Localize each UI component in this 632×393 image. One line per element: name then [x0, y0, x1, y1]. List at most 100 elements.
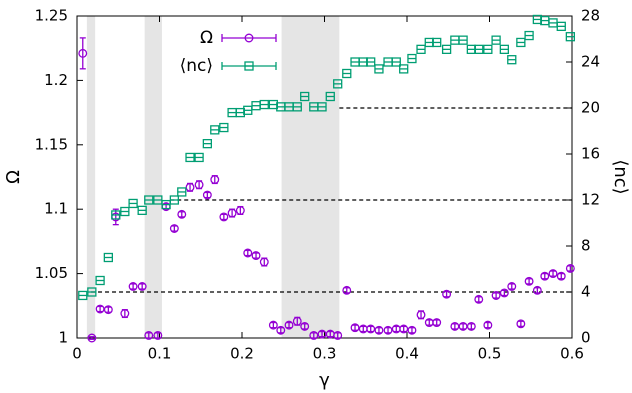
- marker: [95, 304, 105, 314]
- point: [210, 175, 220, 185]
- point: [194, 152, 204, 163]
- error-bar: [426, 319, 433, 326]
- x-tick-label: 0: [72, 345, 82, 363]
- y2-tick-label: 16: [581, 145, 600, 163]
- point: [153, 330, 163, 340]
- point: [366, 57, 376, 67]
- point: [128, 198, 138, 209]
- error-bar: [277, 327, 284, 334]
- error-bar: [484, 321, 491, 329]
- marker: [309, 330, 319, 340]
- point: [103, 252, 113, 263]
- point: [491, 291, 501, 300]
- point: [532, 285, 542, 295]
- error-bar: [567, 265, 574, 272]
- error-bar: [171, 225, 178, 232]
- point: [111, 210, 121, 220]
- point: [300, 321, 310, 331]
- marker: [416, 310, 426, 320]
- error-bar: [443, 290, 450, 298]
- point: [300, 91, 310, 102]
- marker: [532, 285, 542, 295]
- point: [227, 208, 237, 218]
- error-bar: [460, 323, 467, 330]
- y2-tick-label: 0: [581, 329, 591, 347]
- marker: [516, 319, 526, 329]
- point: [383, 57, 393, 67]
- error-bar: [130, 283, 137, 290]
- point: [95, 275, 105, 286]
- point: [87, 287, 97, 297]
- point: [284, 320, 294, 330]
- y-tick-label: 1.1: [44, 200, 68, 218]
- error-bar: [550, 270, 557, 277]
- point: [432, 37, 442, 48]
- error-bar: [375, 327, 382, 334]
- error-bar: [79, 37, 86, 70]
- point: [416, 44, 426, 54]
- marker: [177, 209, 187, 219]
- point: [219, 212, 229, 222]
- marker: [276, 325, 286, 335]
- point: [227, 107, 237, 118]
- point: [276, 325, 286, 335]
- error-bar: [139, 283, 146, 290]
- error-bar: [310, 332, 317, 339]
- point: [144, 195, 154, 205]
- error-bar: [244, 249, 251, 257]
- point: [499, 288, 509, 298]
- point: [137, 205, 147, 216]
- point: [177, 187, 187, 197]
- point: [292, 316, 302, 326]
- point: [210, 125, 220, 135]
- marker: [507, 282, 517, 291]
- point: [259, 257, 269, 267]
- point: [466, 321, 476, 331]
- marker: [202, 190, 212, 200]
- marker: [292, 316, 302, 326]
- point: [441, 44, 452, 54]
- marker: [259, 257, 269, 267]
- marker: [210, 175, 220, 185]
- marker: [474, 294, 484, 304]
- point: [120, 206, 130, 217]
- y2-tick-label: 24: [581, 53, 600, 71]
- error-bar: [334, 332, 341, 339]
- marker: [466, 321, 476, 331]
- marker: [399, 324, 409, 334]
- error-bar: [526, 278, 533, 285]
- point: [442, 289, 452, 299]
- point: [202, 138, 213, 149]
- legend-marker: [244, 61, 254, 71]
- y-tick-label: 1.05: [35, 264, 68, 282]
- error-bar: [385, 327, 392, 334]
- marker: [366, 324, 376, 334]
- marker: [491, 291, 501, 300]
- error-bar: [493, 292, 500, 299]
- marker: [128, 282, 138, 291]
- error-bar: [286, 321, 293, 329]
- error-bar: [112, 208, 119, 226]
- marker: [483, 320, 493, 330]
- point: [556, 21, 566, 32]
- error-bar: [319, 330, 326, 338]
- marker: [194, 180, 204, 190]
- y-tick-label: 1.25: [35, 7, 68, 25]
- point: [516, 37, 526, 48]
- error-bar: [393, 325, 400, 333]
- point: [524, 30, 534, 41]
- y-axis-label: Ω: [3, 170, 24, 184]
- marker: [243, 248, 253, 258]
- point: [333, 79, 343, 89]
- error-bar: [352, 324, 359, 331]
- point: [251, 101, 261, 111]
- y2-axis-label: ⟨nc⟩: [610, 159, 631, 194]
- point: [251, 251, 261, 261]
- marker: [342, 285, 352, 295]
- point: [483, 44, 493, 54]
- point: [548, 269, 558, 279]
- error-bar: [517, 320, 524, 328]
- point: [342, 285, 352, 295]
- marker: [333, 330, 343, 340]
